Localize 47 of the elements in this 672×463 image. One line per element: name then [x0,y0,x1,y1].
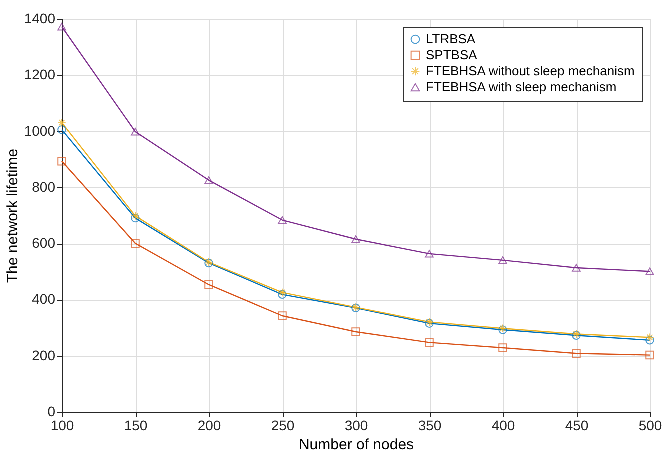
y-tick-label: 400 [32,291,56,308]
point [425,250,434,258]
legend-label: LTRBSA [426,32,476,46]
point [572,264,581,272]
point [131,128,140,136]
point [204,176,214,184]
point [278,216,287,224]
y-axis-title: The network lifetime [4,148,22,284]
y-tick-label: 1000 [24,122,56,139]
point [425,338,434,348]
y-tick-label: 800 [32,178,56,195]
point [498,344,508,352]
point [131,214,140,223]
point [58,118,66,128]
x-tick-label: 150 [124,418,148,434]
point [131,239,140,248]
x-axis-title: Number of nodes [298,436,414,454]
point [131,212,140,220]
x-tick-label: 200 [198,418,222,434]
x-tick-label: 500 [638,418,662,434]
point [58,23,66,31]
y-tick-label: 0 [48,404,56,420]
x-tick-label: 450 [565,418,589,434]
x-tick-label: 300 [344,418,368,434]
point [572,349,581,358]
x-tick-label: 350 [418,418,442,434]
y-tick-label: 1400 [24,10,56,26]
point [646,336,654,345]
y-tick-label: 600 [32,235,56,252]
legend-label: SPTBSA [426,48,478,62]
legend-label: FTEBHSA with sleep mechanism [426,80,617,94]
point [646,333,654,342]
point [58,156,66,166]
x-tick-label: 400 [492,418,516,434]
point [352,328,360,336]
point [352,236,360,244]
point [204,280,214,290]
point [58,126,66,134]
point [498,256,508,264]
point [646,268,654,276]
y-tick-label: 200 [32,347,56,364]
point [278,312,287,320]
x-tick-label: 100 [50,418,74,434]
point [646,350,654,360]
y-tick-label: 1200 [24,66,56,83]
legend-label: FTEBHSA without sleep mechanism [426,64,635,78]
x-tick-label: 250 [271,418,295,434]
